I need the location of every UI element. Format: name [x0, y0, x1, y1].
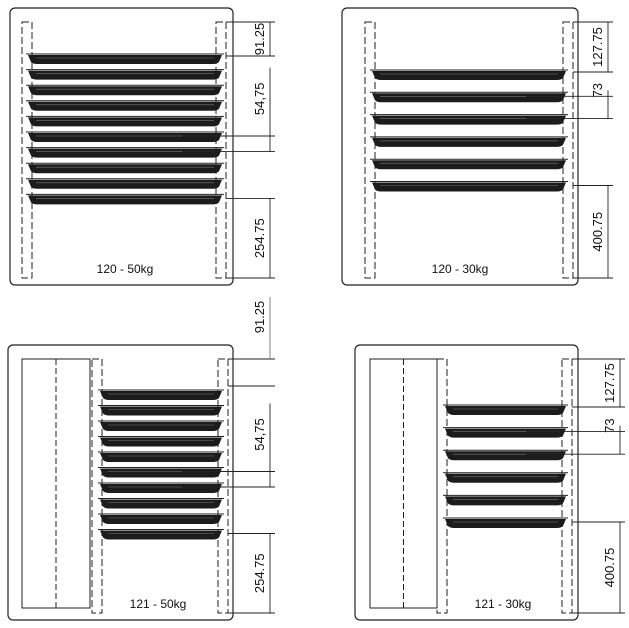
dimension-label: 73	[602, 418, 617, 432]
tray	[100, 515, 222, 524]
tray	[445, 496, 566, 506]
rail	[364, 21, 376, 279]
rail	[21, 21, 33, 279]
tray	[28, 101, 222, 111]
rail	[561, 358, 573, 614]
tray	[28, 70, 222, 80]
tray	[445, 406, 566, 415]
cabinet-outline	[9, 7, 234, 286]
tray	[372, 160, 566, 170]
cabinet-outline	[341, 7, 579, 286]
tray	[372, 182, 566, 192]
tray	[28, 195, 222, 205]
tray	[372, 115, 566, 125]
dimension-label: 400.75	[602, 548, 617, 588]
tray	[445, 451, 566, 461]
dimension-label: 400.75	[590, 212, 605, 252]
dimension-label: 254.75	[252, 553, 267, 593]
tray	[100, 391, 222, 400]
dimension-label: 91.25	[252, 23, 267, 56]
dimension-label: 127.75	[602, 363, 617, 403]
panel: 127.75 73 400.75 120 - 30kg	[341, 7, 613, 286]
rail	[91, 358, 103, 614]
tray	[100, 468, 222, 478]
tray	[100, 437, 222, 447]
panel-caption: 121 - 30kg	[475, 597, 532, 611]
tray	[28, 164, 222, 174]
dimension-label: 54,75	[252, 83, 267, 116]
tray	[100, 499, 222, 509]
tray	[445, 473, 566, 483]
rail	[436, 358, 448, 614]
panel-caption: 121 - 50kg	[130, 597, 187, 611]
tray	[372, 71, 566, 80]
tray	[100, 453, 222, 462]
tray	[445, 428, 566, 438]
tray	[28, 179, 222, 189]
panel-caption: 120 - 30kg	[432, 262, 489, 276]
tray	[28, 117, 222, 127]
dimension-label: 73	[590, 83, 605, 97]
dimension-label: 127.75	[590, 27, 605, 67]
panel: 91.25 54,75 254.75 121 - 50kg	[7, 297, 275, 621]
tray	[28, 148, 222, 158]
rail	[562, 21, 574, 279]
dimension-label: 254.75	[252, 218, 267, 258]
panel: 91.25 54,75 254.75 120 - 50kg	[9, 7, 275, 286]
tray	[372, 93, 566, 103]
cabinet-outline	[7, 344, 234, 621]
cabinet-outline	[354, 344, 579, 621]
tray	[100, 422, 222, 431]
tray	[372, 137, 566, 147]
tray	[28, 55, 222, 64]
tray	[100, 530, 222, 540]
dimension-label: 54,75	[252, 418, 267, 451]
tray	[28, 133, 222, 142]
tray	[100, 406, 222, 416]
tray	[445, 519, 566, 528]
tray	[100, 484, 222, 493]
dimension-label: 91.25	[252, 301, 267, 334]
tray	[28, 86, 222, 96]
panel: 127.75 73 400.75 121 - 30kg	[354, 344, 625, 621]
panel-caption: 120 - 50kg	[97, 262, 154, 276]
